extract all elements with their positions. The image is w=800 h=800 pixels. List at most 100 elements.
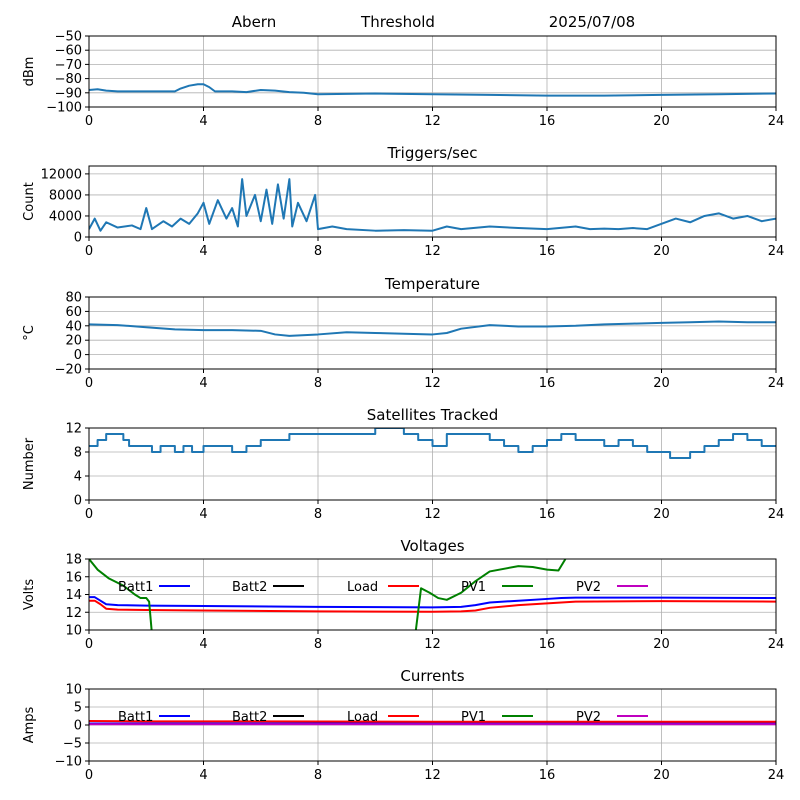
chart-panel-5: 0 4 8 12 16 20 24 −10 −5 0 5 10 Currents Amps Batt1 Bat… [22,667,784,783]
legend-label-pv2: PV2 [576,710,601,725]
y-tick-label: −10 [55,755,82,770]
chart-panel-4: 0 4 8 12 16 20 24 10 12 14 16 18 Voltages Volts Batt1 B… [22,537,784,652]
header-date: 2025/07/08 [549,13,635,31]
y-tick-label: −60 [55,44,82,59]
header-site: Abern [232,13,276,31]
series-line-0 [89,320,776,337]
x-tick-label: 0 [85,768,93,783]
y-tick-label: −100 [46,101,82,116]
y-tick-label: −90 [55,86,82,101]
x-tick-label: 24 [768,637,785,652]
legend-label-pv1: PV1 [461,710,486,725]
y-tick-label: −80 [55,72,82,87]
y-tick-label: 4000 [49,209,82,224]
x-tick-label: 4 [199,768,207,783]
x-tick-label: 12 [424,376,441,391]
y-tick-label: 18 [65,553,82,568]
chart-title: Temperature [384,275,480,293]
y-tick-label: 0 [74,494,82,509]
chart-title: Satellites Tracked [367,406,498,424]
y-tick-label: 60 [65,305,82,320]
x-tick-label: 20 [653,244,670,259]
y-tick-label: 14 [65,588,82,603]
y-tick-label: −20 [55,363,82,378]
series-line-load [89,599,776,613]
chart-panel-1: 0 4 8 12 16 20 24 0 4000 8000 12000 Triggers/sec Cou… [22,144,784,259]
x-tick-label: 4 [199,114,207,129]
x-tick-label: 8 [314,114,322,129]
series-line-load [89,720,776,723]
x-tick-label: 8 [314,244,322,259]
x-tick-label: 0 [85,244,93,259]
x-tick-label: 4 [199,637,207,652]
x-tick-label: 0 [85,376,93,391]
y-tick-label: 12 [65,606,82,621]
y-tick-label: 0 [74,719,82,734]
y-axis-label: °C [22,325,37,341]
x-tick-label: 4 [199,244,207,259]
y-tick-label: 4 [74,470,82,485]
y-tick-label: 0 [74,348,82,363]
legend-label-load: Load [347,580,378,595]
y-tick-label: 8000 [49,188,82,203]
legend-label-batt1: Batt1 [118,580,153,595]
x-tick-label: 24 [768,376,785,391]
legend-label-pv1: PV1 [461,580,486,595]
x-tick-label: 4 [199,376,207,391]
y-tick-label: −5 [63,737,82,752]
legend-label-pv2: PV2 [576,580,601,595]
x-tick-label: 12 [424,507,441,522]
chart-title: Currents [400,667,464,685]
y-axis-label: dBm [22,57,37,87]
chart-title: Triggers/sec [387,144,478,162]
series-line-0 [89,428,776,459]
y-tick-label: −70 [55,58,82,73]
x-tick-label: 16 [539,114,556,129]
x-tick-label: 12 [424,637,441,652]
x-tick-label: 12 [424,114,441,129]
legend-label-batt1: Batt1 [118,710,153,725]
legend-label-batt2: Batt2 [232,710,267,725]
y-tick-label: −50 [55,30,82,45]
x-tick-label: 20 [653,637,670,652]
x-tick-label: 24 [768,244,785,259]
x-tick-label: 8 [314,376,322,391]
series-line-batt1 [89,596,776,609]
y-tick-label: 16 [65,570,82,585]
x-tick-label: 8 [314,637,322,652]
chart-panel-3: 0 4 8 12 16 20 24 0 4 8 12 Satellites Tracked Number [22,406,784,522]
y-tick-label: 20 [65,334,82,349]
y-tick-label: 5 [74,701,82,716]
legend-label-batt2: Batt2 [232,580,267,595]
y-tick-label: 12000 [41,167,82,182]
x-tick-label: 20 [653,376,670,391]
x-tick-label: 12 [424,768,441,783]
x-tick-label: 8 [314,507,322,522]
y-tick-label: 0 [74,231,82,246]
series-line-0 [89,83,776,97]
x-tick-label: 20 [653,114,670,129]
x-tick-label: 16 [539,637,556,652]
y-axis-label: Amps [22,706,37,743]
y-axis-label: Number [22,437,37,490]
y-tick-label: 10 [65,624,82,639]
x-tick-label: 16 [539,376,556,391]
x-tick-label: 0 [85,507,93,522]
series-line-pv1 [89,559,567,630]
x-tick-label: 24 [768,114,785,129]
x-tick-label: 20 [653,507,670,522]
x-tick-label: 0 [85,637,93,652]
x-tick-label: 16 [539,507,556,522]
x-tick-label: 16 [539,768,556,783]
y-tick-label: 80 [65,291,82,306]
y-tick-label: 40 [65,319,82,334]
x-tick-label: 0 [85,114,93,129]
x-tick-label: 8 [314,768,322,783]
series-line-0 [89,178,776,232]
y-tick-label: 12 [65,422,82,437]
y-tick-label: 10 [65,683,82,698]
chart-panel-0: 0 4 8 12 16 20 24 −100−90−80−70−60−50 dBm [22,30,784,130]
